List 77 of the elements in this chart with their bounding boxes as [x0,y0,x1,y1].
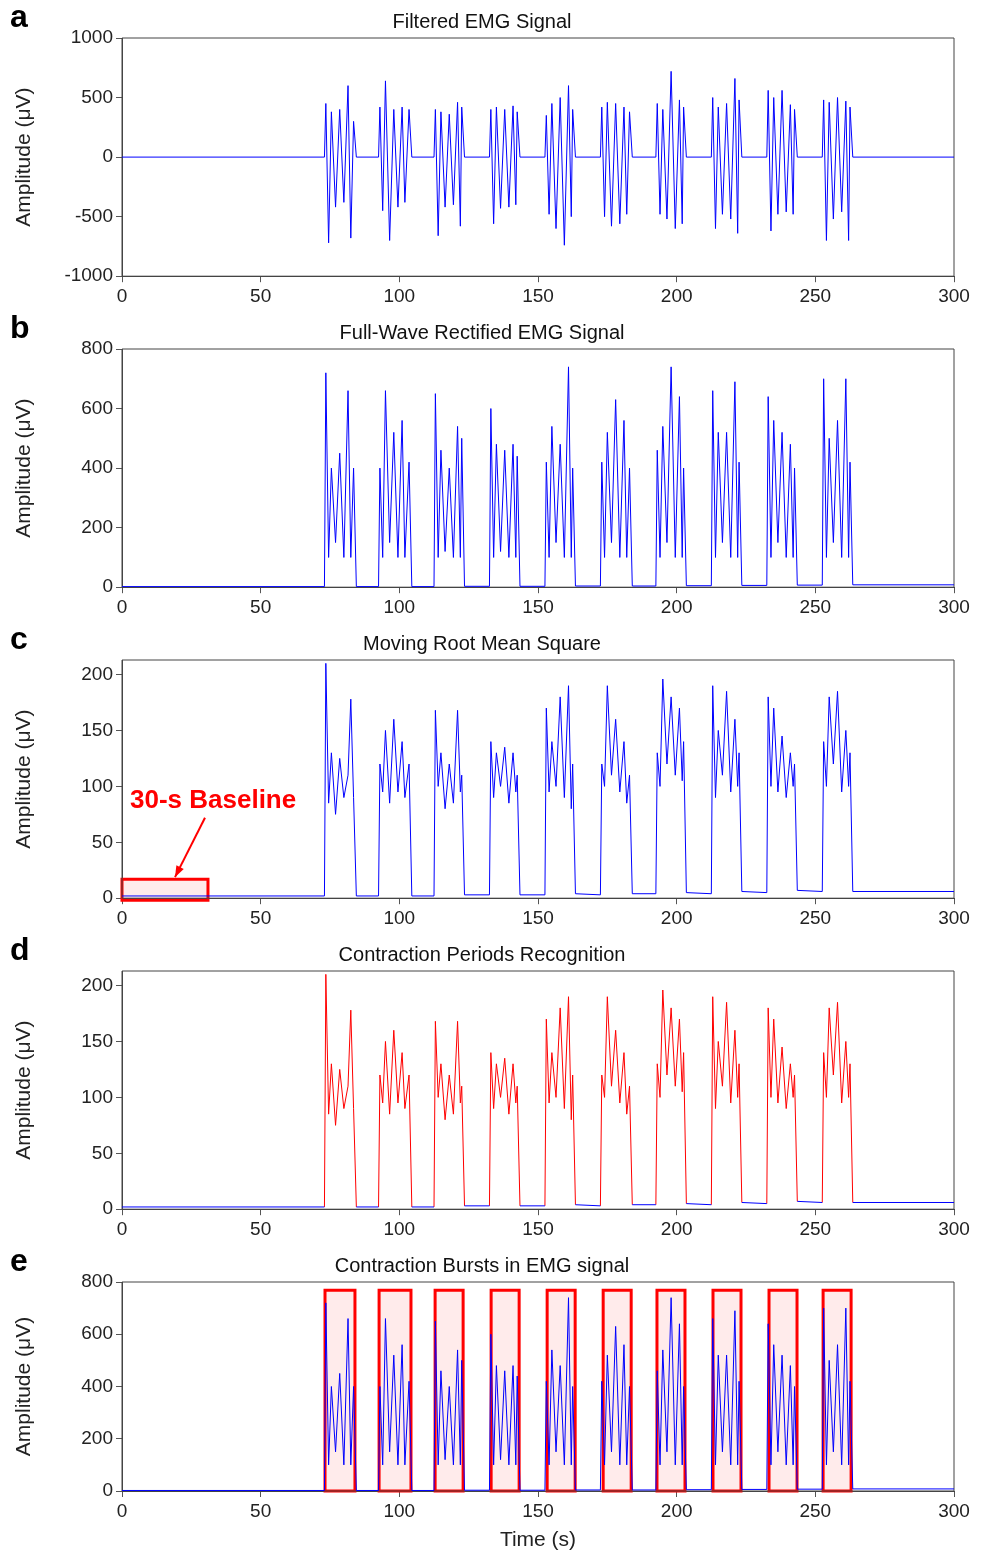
y-tick-label: 50 [91,1141,113,1163]
y-tick-label: 600 [81,1322,113,1344]
y-tick-label: -500 [74,204,113,226]
y-tick-label: 100 [81,1085,113,1107]
x-tick-label: 0 [116,1499,128,1521]
x-tick-label: 150 [522,595,554,617]
x-tick-label: 0 [116,284,128,306]
x-tick-label: 50 [250,1499,272,1521]
y-tick-label: 1000 [70,26,113,48]
y-axis-title: Amplitude (μV) [11,709,35,849]
y-tick-label: 0 [102,886,113,908]
x-tick-label: 0 [116,595,128,617]
x-tick-label: 50 [250,284,272,306]
x-tick-label: 50 [250,1217,272,1239]
x-tick-label: 100 [383,595,416,617]
y-tick-label: 0 [102,145,113,167]
x-tick-label: 100 [383,1217,416,1239]
y-axis-title: Amplitude (μV) [11,398,35,538]
chart-title: Moving Root Mean Square [363,631,601,654]
x-tick-label: 150 [522,1499,554,1521]
chart-title: Contraction Bursts in EMG signal [334,1253,630,1276]
chart-title: Contraction Periods Recognition [338,942,626,965]
x-tick-label: 0 [116,906,128,928]
y-tick-label: 100 [81,774,113,796]
x-tick-label: 150 [522,906,554,928]
x-tick-label: 250 [799,595,832,617]
y-tick-label: 500 [81,85,113,107]
x-tick-label: 150 [522,284,554,306]
x-tick-label: 200 [660,906,693,928]
y-tick-label: 150 [81,1029,113,1051]
x-tick-label: 200 [660,1499,693,1521]
chart-title: Full-Wave Rectified EMG Signal [339,320,625,343]
x-tick-label: 250 [799,906,832,928]
y-tick-label: 200 [81,662,113,684]
text: b [10,308,30,345]
x-tick-label: 200 [660,1217,693,1239]
x-tick-label: 100 [383,906,416,928]
y-tick-label: 0 [102,1197,113,1219]
y-tick-label: 400 [81,456,113,478]
x-tick-label: 200 [660,284,693,306]
y-tick-label: 800 [81,1270,113,1292]
x-tick-label: 300 [938,1217,970,1239]
y-axis-title: Amplitude (μV) [11,1316,35,1457]
y-tick-label: 200 [81,1426,113,1448]
y-tick-label: 200 [81,973,113,995]
x-tick-label: 100 [383,284,416,306]
y-tick-label: 800 [81,337,113,359]
y-axis-title: Amplitude (μV) [11,1020,35,1160]
y-tick-label: 0 [102,1479,113,1501]
chart-title: Filtered EMG Signal [392,9,572,32]
x-tick-label: 100 [383,1499,416,1521]
x-tick-label: 300 [938,284,970,306]
y-axis-title: Amplitude (μV) [11,87,35,227]
text: c [10,619,28,656]
y-tick-label: 600 [81,396,113,418]
band-label: 30-s Baseline [130,783,297,814]
y-tick-label: 400 [81,1374,113,1396]
x-tick-label: 200 [660,595,693,617]
x-tick-label: 0 [116,1217,128,1239]
x-tick-label: 250 [799,284,832,306]
x-tick-label: 250 [799,1499,832,1521]
x-axis-title: Time (s) [499,1527,577,1551]
y-tick-label: 0 [102,575,113,597]
x-tick-label: 150 [522,1217,554,1239]
y-tick-label: 150 [81,718,113,740]
x-tick-label: 300 [938,906,970,928]
x-tick-label: 250 [799,1217,832,1239]
text: e [10,1241,28,1278]
y-tick-label: -1000 [64,264,113,286]
y-tick-label: 50 [91,830,113,852]
x-tick-label: 50 [250,595,272,617]
x-tick-label: 300 [938,595,970,617]
y-tick-label: 200 [81,515,113,537]
text: d [10,930,30,967]
x-tick-label: 50 [250,906,272,928]
text: a [10,0,28,34]
x-tick-label: 300 [938,1499,970,1521]
